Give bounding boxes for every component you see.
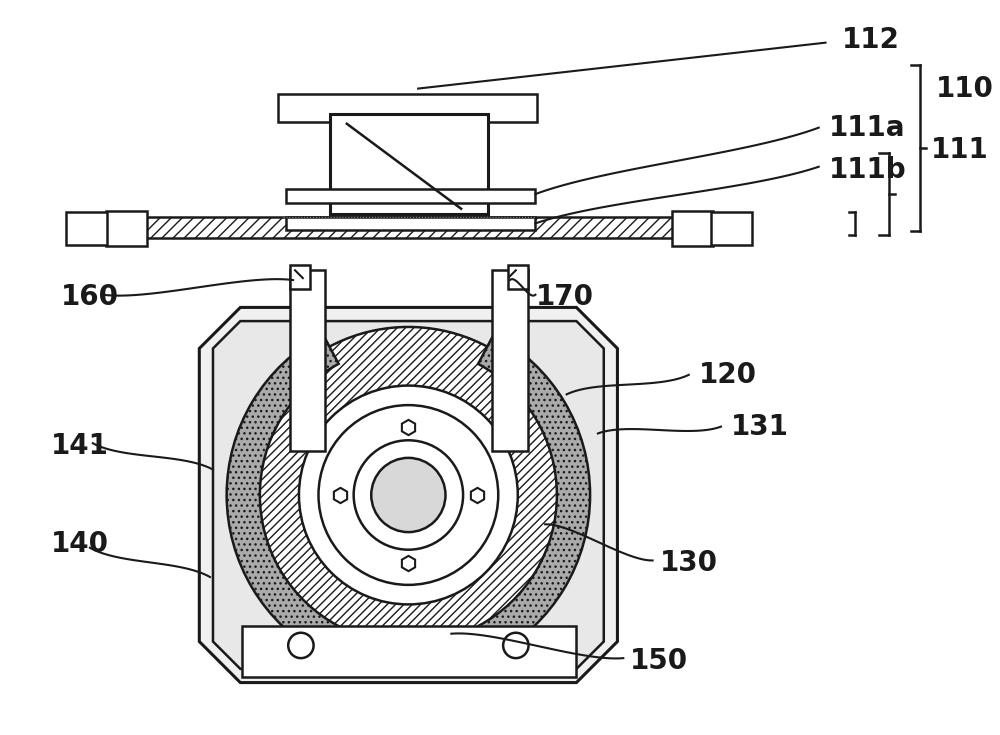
Text: 111a: 111a bbox=[828, 114, 905, 142]
Text: 150: 150 bbox=[630, 647, 688, 675]
Circle shape bbox=[240, 327, 576, 663]
Polygon shape bbox=[199, 307, 617, 683]
Circle shape bbox=[318, 405, 498, 585]
Text: 110: 110 bbox=[936, 74, 994, 103]
Text: 170: 170 bbox=[535, 283, 593, 311]
Text: 140: 140 bbox=[51, 530, 109, 558]
Bar bbox=[286, 217, 535, 230]
Circle shape bbox=[371, 458, 445, 532]
Wedge shape bbox=[227, 334, 339, 656]
Bar bbox=[286, 189, 535, 203]
Bar bbox=[242, 626, 576, 677]
Wedge shape bbox=[478, 334, 590, 656]
Circle shape bbox=[354, 440, 463, 550]
Text: 130: 130 bbox=[659, 549, 717, 578]
Circle shape bbox=[288, 633, 314, 658]
Text: 111b: 111b bbox=[828, 156, 906, 184]
Bar bbox=[672, 211, 713, 246]
Bar bbox=[106, 211, 147, 246]
Circle shape bbox=[299, 386, 518, 604]
Text: 111: 111 bbox=[931, 136, 989, 164]
Bar bbox=[492, 270, 528, 451]
Bar bbox=[290, 270, 325, 451]
Bar bbox=[125, 217, 677, 238]
Text: 141: 141 bbox=[51, 432, 109, 460]
Text: 160: 160 bbox=[61, 283, 119, 311]
Polygon shape bbox=[213, 321, 604, 669]
Bar bbox=[330, 114, 488, 214]
Bar bbox=[711, 212, 752, 245]
Circle shape bbox=[503, 633, 529, 658]
Bar bbox=[66, 212, 107, 245]
Text: 131: 131 bbox=[731, 412, 789, 440]
Text: 112: 112 bbox=[842, 26, 900, 54]
Bar bbox=[508, 265, 528, 289]
Bar bbox=[290, 265, 310, 289]
Bar bbox=[278, 94, 537, 122]
Text: 120: 120 bbox=[699, 361, 757, 389]
